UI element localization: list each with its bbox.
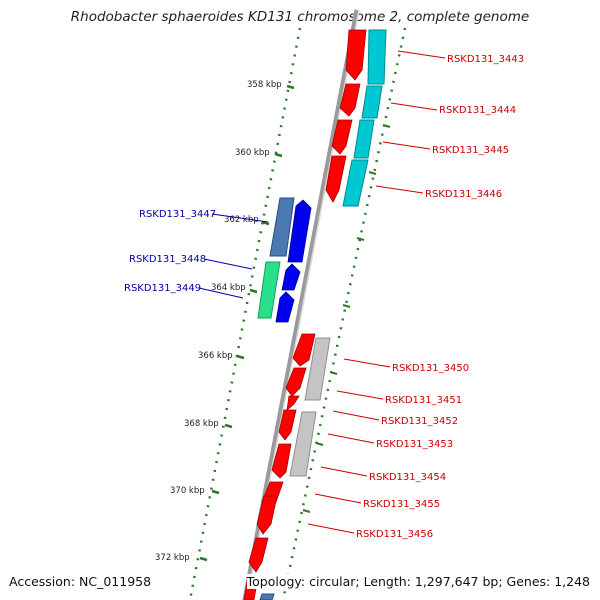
tick-label: 362 kbp <box>224 215 259 225</box>
gene-label[interactable]: RSKD131_3454 <box>369 472 446 483</box>
tick-label: 368 kbp <box>184 419 219 429</box>
forward-cds <box>345 29 367 81</box>
forward-cds <box>278 409 297 441</box>
reverse-cds <box>287 199 312 263</box>
cyan-feature-track <box>342 29 387 207</box>
map-title: Rhodobacter sphaeroides KD131 chromosome… <box>70 9 530 25</box>
gene-label[interactable]: RSKD131_3450 <box>392 363 469 374</box>
forward-cds <box>292 333 316 367</box>
gene-label[interactable]: RSKD131_3448 <box>129 254 206 265</box>
tick-label: 370 kbp <box>170 486 205 496</box>
cyan-feature <box>353 119 375 159</box>
right-gene-labels: RSKD131_3443 RSKD131_3444 RSKD131_3445 R… <box>356 54 524 540</box>
forward-cds-track-top <box>325 29 367 203</box>
tick-labels: 358 kbp 360 kbp 362 kbp 364 kbp 366 kbp … <box>155 80 282 563</box>
gray-feature <box>304 337 331 401</box>
left-feature-track <box>257 197 295 319</box>
gene-label[interactable]: RSKD131_3455 <box>363 499 440 510</box>
forward-cds <box>256 495 278 535</box>
topology-summary: Topology: circular; Length: 1,297,647 bp… <box>246 574 590 589</box>
forward-cds <box>285 367 307 397</box>
tick-label: 360 kbp <box>235 148 270 158</box>
inner-ticks <box>302 124 391 513</box>
gene-label[interactable]: RSKD131_3443 <box>447 54 524 65</box>
forward-cds <box>248 537 269 573</box>
tick-label: 372 kbp <box>155 553 190 563</box>
green-feature <box>257 261 281 319</box>
accession-text: Accession: NC_011958 <box>9 574 152 589</box>
gray-feature <box>289 411 317 477</box>
gene-label[interactable]: RSKD131_3452 <box>381 416 458 427</box>
tick-label: 364 kbp <box>211 283 246 293</box>
inner-dotted-ring <box>281 27 407 600</box>
forward-cds <box>339 83 361 117</box>
forward-cds <box>331 119 353 155</box>
steelblue-feature <box>269 197 295 257</box>
forward-cds <box>286 395 300 411</box>
gene-label[interactable]: RSKD131_3451 <box>385 395 462 406</box>
reverse-cds <box>281 263 301 291</box>
gene-label[interactable]: RSKD131_3446 <box>425 189 502 200</box>
reverse-cds <box>275 291 295 323</box>
forward-cds <box>325 155 347 203</box>
gray-feature-track <box>289 337 331 477</box>
gene-label[interactable]: RSKD131_3456 <box>356 529 433 540</box>
gene-label[interactable]: RSKD131_3453 <box>376 439 453 450</box>
tick-dots-inner <box>281 27 407 600</box>
steelblue-feature <box>259 593 275 600</box>
gene-label[interactable]: RSKD131_3444 <box>439 105 516 116</box>
left-label-leaders <box>198 213 269 299</box>
gene-label[interactable]: RSKD131_3447 <box>139 209 216 220</box>
gene-label[interactable]: RSKD131_3445 <box>432 145 509 156</box>
gene-label[interactable]: RSKD131_3449 <box>124 283 201 294</box>
tick-label: 366 kbp <box>198 351 233 361</box>
left-gene-labels: RSKD131_3447 RSKD131_3448 RSKD131_3449 <box>124 209 216 294</box>
forward-cds <box>271 443 292 479</box>
right-label-leaders <box>307 50 446 534</box>
cyan-feature <box>361 85 383 119</box>
cyan-feature <box>342 159 369 207</box>
tick-label: 358 kbp <box>247 80 282 90</box>
cyan-feature <box>367 29 387 85</box>
major-ticks <box>199 84 295 562</box>
reverse-cds-track <box>275 199 312 323</box>
